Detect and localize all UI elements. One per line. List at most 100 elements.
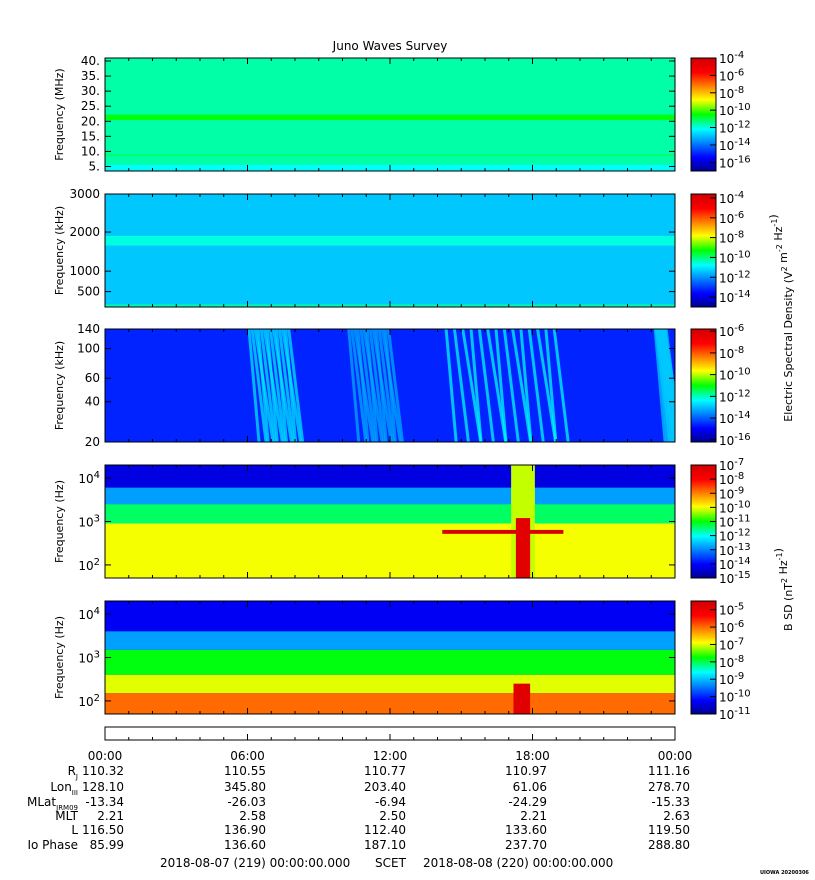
burst-streak — [287, 329, 305, 442]
burst-streak — [664, 329, 675, 413]
colorbar-tick-label: 10-8 — [719, 230, 744, 246]
spectrogram-image — [105, 329, 675, 442]
burst-streak — [536, 329, 558, 442]
time-axis: 00:00 06:00 12:00 18:00 00:00 — [88, 726, 693, 763]
emission-region-7 — [515, 518, 531, 578]
burst-streak — [461, 329, 483, 442]
colorbar-tick-label: 10-12 — [719, 528, 751, 544]
ephemeris-value: 110.32 — [82, 764, 124, 778]
y-tick-label: 10. — [81, 144, 100, 158]
colorbar-gradient — [690, 600, 717, 715]
ephemeris-value: -13.34 — [85, 795, 124, 809]
colorbar-tick-label: 10-16 — [719, 154, 751, 170]
spectral-band-1 — [105, 235, 675, 246]
colorbar-tick-label: 10-9 — [719, 671, 744, 687]
ephemeris-value: 110.77 — [364, 764, 406, 778]
colorbar-label-1: Electric Spectral Density (V2 m-2 Hz-1) — [767, 214, 795, 421]
colorbar-tick-label: 10-5 — [719, 602, 744, 618]
colorbar-tick-label: 10-8 — [719, 345, 744, 361]
ephemeris-value: 278.70 — [648, 780, 690, 794]
burst-streak — [377, 329, 395, 442]
burst-streak — [444, 329, 458, 442]
y-tick-label: 40 — [85, 395, 100, 409]
y-tick-label: 30. — [81, 84, 100, 98]
y-axis-label: Frequency (MHz) — [53, 68, 66, 160]
colorbar-tick-label: 10-7 — [719, 457, 744, 473]
ephemeris-value: 111.16 — [648, 764, 690, 778]
radio-burst-2 — [347, 329, 404, 442]
burst-streak — [247, 329, 261, 442]
y-tick-label: 104 — [78, 606, 100, 622]
colorbar-tick-label: 10-10 — [719, 249, 751, 265]
y-tick-label: 20. — [81, 114, 100, 128]
spectral-band-4 — [105, 674, 675, 694]
ephemeris-table: RJ 110.32 110.55 110.77 110.97 111.16 LonIII 12… — [27, 764, 690, 852]
y-axis-label: Frequency (Hz) — [53, 616, 66, 699]
y-tick-label: 35. — [81, 69, 100, 83]
radio-burst-3 — [444, 329, 570, 442]
colorbar-gradient — [690, 57, 717, 172]
y-tick-label: 1000 — [69, 264, 100, 278]
burst-streak — [347, 329, 361, 442]
burst-streak — [663, 329, 675, 442]
colorbar-tick-label: 10-12 — [719, 388, 751, 404]
y-tick-label: 102 — [78, 557, 100, 573]
spectral-band-4 — [105, 523, 675, 578]
y-tick-label: 103 — [78, 650, 100, 666]
ephemeris-value: 116.50 — [82, 823, 124, 837]
y-axis-label: Frequency (kHz) — [53, 341, 66, 430]
ephemeris-value: 136.60 — [224, 838, 266, 852]
burst-streak — [494, 329, 508, 442]
burst-streak — [661, 329, 675, 442]
time-tick-label: 00:00 — [658, 749, 693, 763]
y-tick-label: 60 — [85, 371, 100, 385]
colorbar-3: 10-6 10-8 10-10 10-12 10-14 10-16 — [690, 323, 751, 448]
radio-burst-4 — [653, 329, 675, 442]
ephemeris-value: 85.99 — [90, 838, 124, 852]
spectrogram-background — [105, 194, 675, 307]
ephemeris-value: -24.29 — [508, 795, 547, 809]
chart-title: Juno Waves Survey — [332, 39, 448, 53]
burst-streak — [365, 329, 379, 442]
burst-streak — [374, 329, 388, 442]
spectral-band-1 — [105, 114, 675, 121]
emission-region-6 — [442, 529, 564, 534]
y-tick-label: 104 — [78, 470, 100, 486]
ephemeris-row-label: RJ — [68, 764, 78, 781]
colorbar-tick-label: 10-10 — [719, 689, 751, 705]
ephemeris-value: 187.10 — [364, 838, 406, 852]
burst-streak — [259, 329, 277, 442]
burst-streak — [368, 329, 386, 442]
colorbar-tick-label: 10-12 — [719, 120, 751, 136]
colorbar-tick-label: 10-15 — [719, 570, 751, 586]
colorbar-label-2: B SD (nT2 Hz-1) — [772, 548, 795, 631]
colorbar-tick-label: 10-10 — [719, 102, 751, 118]
colorbar-tick-label: 10-4 — [719, 190, 744, 206]
spectral-band-2 — [105, 153, 675, 157]
colorbar-tick-label: 10-8 — [719, 471, 744, 487]
y-axis-label: Frequency (kHz) — [53, 206, 66, 295]
colorbar-tick-label: 10-9 — [719, 485, 744, 501]
burst-streak — [274, 329, 288, 442]
y-tick-label: 140 — [77, 322, 100, 336]
ephemeris-value: 203.40 — [364, 780, 406, 794]
spectrogram-panel-3: 20 40 60 100 140 Frequency (kHz) 10-6 10-8 10-10… — [53, 322, 751, 449]
ephemeris-value: 110.55 — [224, 764, 266, 778]
ephemeris-row-label: LonIII — [50, 780, 78, 797]
y-tick-label: 2000 — [69, 225, 100, 239]
y-tick-label: 100 — [77, 342, 100, 356]
burst-streak — [386, 329, 404, 442]
colorbar-4: 10-710-810-910-1010-1110-1210-1310-1410-… — [690, 457, 751, 586]
time-tick-label: 00:00 — [88, 749, 123, 763]
spectrogram-image — [105, 601, 675, 714]
colorbar-gradient — [690, 193, 717, 308]
ephemeris-value: 237.70 — [505, 838, 547, 852]
footer-start-time: 2018-08-07 (219) 00:00:00.000 — [160, 856, 350, 870]
ephemeris-value: 119.50 — [648, 823, 690, 837]
burst-streak — [278, 329, 296, 442]
time-tick-label: 18:00 — [515, 749, 550, 763]
spectrogram-image — [105, 58, 675, 171]
